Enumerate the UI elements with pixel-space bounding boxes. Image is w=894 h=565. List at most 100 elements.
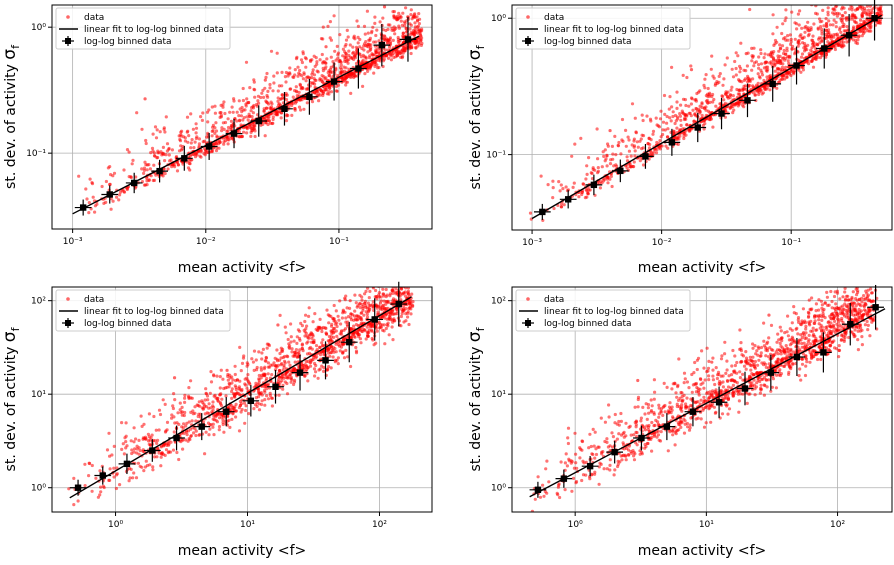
data-point [118,483,122,487]
data-point [875,278,878,281]
data-point [391,297,396,301]
data-point [384,326,388,331]
data-point [153,455,157,459]
data-point [194,126,199,130]
data-point [831,23,835,27]
data-point [310,347,314,351]
data-point [230,417,234,421]
data-point [820,38,824,43]
data-point [396,16,400,21]
data-point [293,353,297,357]
data-point [249,134,253,138]
data-point [606,144,610,148]
data-point [633,116,637,120]
data-point [621,139,625,143]
data-point [189,112,193,116]
data-point [164,115,168,119]
data-point [171,448,176,452]
data-point [151,178,155,183]
data-point [611,157,615,161]
data-point [124,421,128,425]
data-point [363,301,367,305]
x-tick-label: 10⁻³ [63,237,83,247]
data-point [760,92,764,96]
data-point [628,162,632,166]
data-point [344,316,348,320]
data-point [202,402,206,406]
data-point [263,398,267,402]
data-point [364,304,368,308]
data-point [406,273,409,276]
data-point [383,342,387,346]
data-point [418,1,421,4]
data-point [328,354,332,358]
data-point [318,345,322,349]
data-point [267,119,271,123]
data-point [356,41,360,45]
data-point [226,378,230,382]
data-point [238,345,242,349]
data-point [197,142,201,146]
data-point [772,58,776,63]
data-point [279,97,283,101]
data-point [136,461,140,465]
binned-marker [378,41,386,49]
legend-entry: log-log binned data [84,319,172,329]
data-point [321,91,325,95]
data-point [398,14,402,18]
data-point [293,378,297,382]
data-point [237,119,242,123]
data-point [347,58,351,62]
data-point [825,28,829,33]
data-point [395,54,399,58]
data-point [853,328,857,332]
data-point [96,495,100,499]
data-point [214,418,218,422]
data-point [641,163,646,167]
data-point [283,354,287,359]
data-point [364,337,368,341]
data-point [313,374,317,378]
data-point [391,338,395,342]
data-point [355,314,359,318]
data-point [392,25,396,29]
data-point [854,0,857,3]
data-point [234,409,238,413]
data-point [220,415,224,419]
data-point [348,306,352,310]
data-point [668,116,672,120]
data-point [726,90,730,94]
data-point [367,296,371,300]
data-point [274,364,278,368]
data-point [210,129,214,133]
data-point [801,41,805,45]
data-point [397,41,401,45]
data-point [561,187,565,191]
data-point [248,125,252,130]
data-point [208,391,212,395]
data-point [221,121,225,125]
data-point [240,105,244,110]
data-point [409,312,413,316]
data-point [606,175,610,179]
data-point [632,139,636,143]
y-tick-label: 10⁰ [491,14,506,24]
data-point [370,329,374,333]
data-point [651,132,655,136]
data-point [736,104,740,108]
data-point [355,305,359,309]
data-point [313,85,317,89]
data-point [319,89,323,93]
data-point [230,375,234,379]
data-point [288,346,292,350]
data-point [162,127,166,131]
data-point [90,182,95,186]
data-point [363,292,367,296]
data-point [309,331,313,335]
data-point [213,111,217,115]
data-point [228,110,232,114]
data-point [293,101,298,105]
data-point [107,431,111,435]
